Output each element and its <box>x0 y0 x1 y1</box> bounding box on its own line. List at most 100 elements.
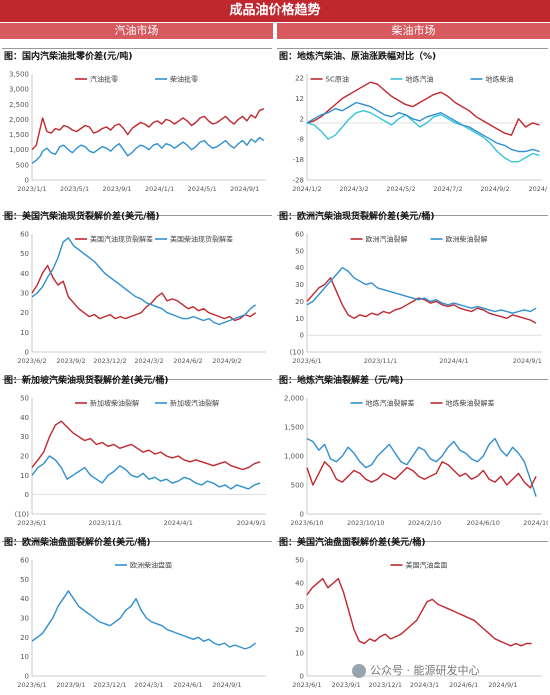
x-tick-label: 2023/9/1 <box>56 681 85 689</box>
legend-label: 美国汽油盘面 <box>406 561 448 570</box>
x-tick-label: 2023/11/1 <box>364 357 397 365</box>
y-tick-label: 0 <box>300 673 304 681</box>
x-tick-label: 2024/6/1 <box>449 681 478 689</box>
x-tick-label: 2023/6/1 <box>292 681 321 689</box>
y-tick-label: 10 <box>20 653 29 661</box>
section-divider <box>2 48 272 49</box>
y-tick-label: 40 <box>295 264 304 272</box>
y-tick-label: 2,000 <box>9 116 29 124</box>
y-tick-label: 20 <box>20 634 29 642</box>
y-tick-label: 60 <box>20 231 29 239</box>
y-tick-label: 60 <box>295 231 304 239</box>
x-tick-label: 2024/4/1 <box>439 357 468 365</box>
legend-label: 地炼汽油裂解差 <box>366 399 415 408</box>
legend-label: 地炼柴油裂解差 <box>446 399 495 408</box>
x-tick-label: 2024/5/2 <box>386 185 415 193</box>
wechat-icon <box>352 664 366 678</box>
x-tick-label: 2024/9/2 <box>480 185 509 193</box>
line-chart: (10) 0 10 20 30 40 50 60 2023/6/1 2023/11/1 2024/4… <box>290 231 542 365</box>
x-tick-label: 2024/11 <box>528 185 548 193</box>
section-divider <box>2 215 272 216</box>
y-tick-label: 500 <box>16 161 29 169</box>
x-tick-label: 2024/6/1 <box>173 681 202 689</box>
y-tick-label: 3,000 <box>9 86 29 94</box>
y-tick-label: 22 <box>295 75 304 83</box>
series-line <box>31 237 257 326</box>
x-tick-label: 2023/12/2 <box>93 357 126 365</box>
y-tick-label: 30 <box>20 615 29 623</box>
legend-label: 新加坡柴油裂解 <box>90 399 139 408</box>
section-header-diesel: 柴油市场 <box>277 23 550 39</box>
y-tick-label: (10) <box>15 511 30 519</box>
section-header-gasoline: 汽油市场 <box>0 23 273 39</box>
y-tick-label: 500 <box>291 482 304 490</box>
x-tick-label: 2024/3/1 <box>410 681 439 689</box>
x-tick-label: 2023/9/2 <box>56 357 85 365</box>
y-tick-label: 40 <box>20 270 29 278</box>
legend-label: 欧洲柴油盘面 <box>130 561 172 570</box>
x-tick-label: 2023/11/1 <box>88 519 121 527</box>
x-tick-label: 2024/9/1 <box>237 519 266 527</box>
y-tick-label: 50 <box>20 576 29 584</box>
y-tick-label: 20 <box>295 298 304 306</box>
section-divider <box>277 48 548 49</box>
x-tick-label: 2023/12/1 <box>369 681 402 689</box>
x-tick-label: 2024/3/2 <box>339 185 368 193</box>
chart-title: 图：地炼汽柴油、原油涨跌幅对比（%) <box>279 52 437 62</box>
legend-label: 柴油批零 <box>170 75 198 84</box>
y-tick-label: 2,000 <box>284 395 304 403</box>
y-tick-label: 0 <box>25 673 29 681</box>
y-tick-label: 50 <box>20 250 29 258</box>
y-tick-label: -18 <box>293 156 304 164</box>
series-line <box>306 267 537 314</box>
x-tick-label: 2023/12/1 <box>93 681 126 689</box>
y-tick-label: 2 <box>300 115 304 123</box>
y-tick-label: 50 <box>295 557 304 565</box>
y-tick-label: 1,500 <box>284 424 304 432</box>
x-tick-label: 2023/6/1 <box>292 357 321 365</box>
chart-title: 图：欧洲柴油盘面裂解价差(美元/桶) <box>4 538 151 548</box>
y-tick-label: 1,000 <box>9 146 29 154</box>
y-tick-label: 30 <box>295 281 304 289</box>
chart-title: 图：国内汽柴油批零价差(元/吨) <box>4 52 133 62</box>
series-line <box>306 81 540 136</box>
y-tick-label: 40 <box>295 580 304 588</box>
line-chart: 0 500 1,000 1,500 2,000 2023/6/10 2023/10/10 20… <box>284 395 548 528</box>
x-tick-label: 2024/1/2 <box>292 185 321 193</box>
x-tick-label: 2024/3/1 <box>134 681 163 689</box>
x-tick-label: 2024/9/1 <box>212 681 241 689</box>
series-line <box>31 590 257 650</box>
y-tick-label: 50 <box>20 395 29 403</box>
y-tick-label: 2,500 <box>9 101 29 109</box>
y-tick-label: 10 <box>295 649 304 657</box>
y-tick-label: 30 <box>20 433 29 441</box>
y-tick-label: 60 <box>20 557 29 565</box>
legend-label: 欧洲柴油裂解 <box>446 235 488 244</box>
x-tick-label: 2023/5/1 <box>60 185 89 193</box>
section-divider <box>2 541 272 542</box>
series-line <box>306 110 540 163</box>
x-tick-label: 2024/6/2 <box>173 357 202 365</box>
x-tick-label: 2023/9/1 <box>102 185 131 193</box>
y-tick-label: 0 <box>25 349 29 357</box>
chart-title: 图：地炼汽柴油裂解差（元/吨) <box>279 376 404 386</box>
watermark-text: 公众号 · 能源研发中心 <box>370 664 480 677</box>
legend-label: 地炼柴油 <box>486 75 514 84</box>
x-tick-label: 2023/1/1 <box>17 185 46 193</box>
series-line <box>31 264 257 322</box>
y-tick-label: 20 <box>20 309 29 317</box>
x-tick-label: 2024/3/2 <box>134 357 163 365</box>
y-tick-label: 10 <box>20 472 29 480</box>
x-tick-label: 2024/1/1 <box>145 185 174 193</box>
y-tick-label: 3,500 <box>9 71 29 79</box>
series-line <box>306 277 537 324</box>
y-tick-label: 30 <box>295 603 304 611</box>
series-line <box>306 461 537 489</box>
legend-label: 欧洲汽油裂解 <box>366 235 408 244</box>
y-tick-label: 30 <box>20 290 29 298</box>
line-chart: 0 10 20 30 40 50 60 2023/6/1 2023/9/1 2023/12/1 20… <box>17 557 266 689</box>
chart-title: 图：新加坡汽柴油现货裂解价差(美元/桶) <box>4 376 169 386</box>
legend-label: 新加坡汽油裂解 <box>170 399 219 408</box>
chart-title: 图：美国汽柴油现货裂解价差(美元/桶) <box>4 212 160 222</box>
x-tick-label: 2023/6/1 <box>17 681 46 689</box>
